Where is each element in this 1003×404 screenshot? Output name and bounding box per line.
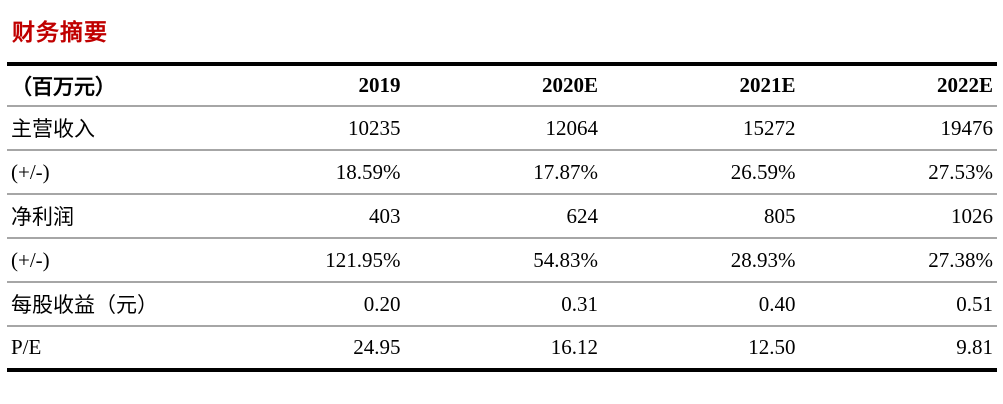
row-value: 28.93% bbox=[602, 238, 800, 283]
table-header-row: （百万元） 2019 2020E 2021E 2022E bbox=[7, 64, 997, 107]
row-value: 18.59% bbox=[207, 150, 405, 195]
row-value: 9.81 bbox=[956, 335, 993, 359]
row-value: 10235 bbox=[207, 106, 405, 151]
row-label: 主营收入 bbox=[7, 106, 207, 151]
row-value: 0.51 bbox=[799, 282, 997, 327]
financial-summary-table: （百万元） 2019 2020E 2021E 2022E 主营收入 10235 … bbox=[7, 62, 997, 372]
row-value: 0.40 bbox=[602, 282, 800, 327]
unit-header-cell: （百万元） bbox=[7, 64, 207, 107]
row-value: 27.38% bbox=[799, 238, 997, 283]
row-value: 805 bbox=[602, 194, 800, 239]
row-label: 净利润 bbox=[7, 194, 207, 239]
column-header-2019: 2019 bbox=[207, 64, 405, 107]
row-value: 15272 bbox=[602, 106, 800, 151]
column-header-2022e: 2022E bbox=[799, 64, 997, 107]
row-value: 19476 bbox=[799, 106, 997, 151]
column-header-2020e: 2020E bbox=[404, 64, 602, 107]
row-value: 17.87% bbox=[404, 150, 602, 195]
row-value: 54.83% bbox=[404, 238, 602, 283]
table-row: (+/-) 121.95% 54.83% 28.93% 27.38% bbox=[7, 238, 997, 283]
row-label: (+/-) bbox=[7, 150, 207, 195]
row-value: 12064 bbox=[404, 106, 602, 151]
row-value: 16.12 bbox=[550, 335, 598, 359]
row-label: 每股收益（元） bbox=[7, 282, 207, 327]
row-label: (+/-) bbox=[7, 238, 207, 283]
table-row: 净利润 403 624 805 1026 bbox=[7, 194, 997, 239]
table-row: (+/-) 18.59% 17.87% 26.59% 27.53% bbox=[7, 150, 997, 195]
row-value: 1026 bbox=[799, 194, 997, 239]
row-value: 27.53% bbox=[799, 150, 997, 195]
row-value: 121.95% bbox=[207, 238, 405, 283]
table-row: 主营收入 10235 12064 15272 19476 bbox=[7, 106, 997, 151]
row-value: 0.20 bbox=[207, 282, 405, 327]
column-header-2021e: 2021E bbox=[602, 64, 800, 107]
row-value: 403 bbox=[207, 194, 405, 239]
row-value: 24.95 bbox=[353, 335, 401, 359]
table-row: P/E 24.95 16.12 12.50 9.81 bbox=[7, 326, 997, 370]
row-value: 12.50 bbox=[748, 335, 796, 359]
row-label: P/E bbox=[11, 335, 42, 359]
row-value: 624 bbox=[404, 194, 602, 239]
table-row: 每股收益（元） 0.20 0.31 0.40 0.51 bbox=[7, 282, 997, 327]
row-value: 0.31 bbox=[404, 282, 602, 327]
section-title: 财务摘要 bbox=[12, 19, 108, 45]
row-value: 26.59% bbox=[602, 150, 800, 195]
